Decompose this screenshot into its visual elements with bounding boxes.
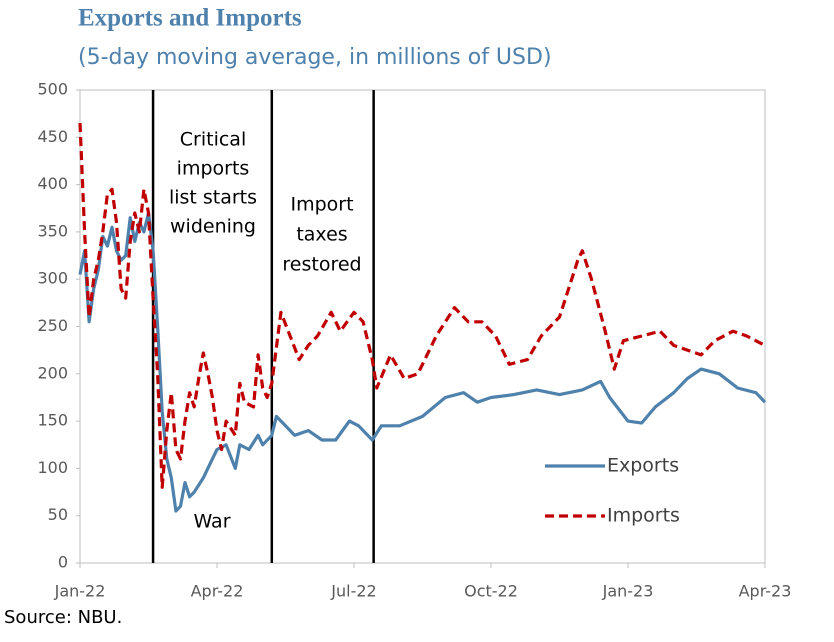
annotation: widening <box>170 216 256 238</box>
legend-label: Exports <box>607 455 679 477</box>
annotation: taxes <box>296 224 347 246</box>
y-tick-label: 450 <box>37 127 68 146</box>
annotation: imports <box>177 158 250 180</box>
legend-label: Imports <box>607 505 680 527</box>
source: Source: NBU. <box>4 607 122 628</box>
y-tick-label: 200 <box>37 363 68 382</box>
y-tick-label: 100 <box>37 458 68 477</box>
chart-subtitle: (5-day moving average, in millions of US… <box>78 45 552 70</box>
x-tick-label: Jan-23 <box>602 582 654 601</box>
y-tick-label: 50 <box>48 505 68 524</box>
y-tick-label: 400 <box>37 174 68 193</box>
x-tick-label: Oct-22 <box>464 582 518 601</box>
y-tick-label: 300 <box>37 269 68 288</box>
annotation: list starts <box>169 187 257 209</box>
x-tick-label: Apr-22 <box>191 582 244 601</box>
y-tick-label: 150 <box>37 411 68 430</box>
x-tick-label: Jul-22 <box>330 582 376 601</box>
y-tick-label: 0 <box>58 553 68 572</box>
annotation: Critical <box>180 129 246 151</box>
x-tick-label: Jan-22 <box>54 582 106 601</box>
series-line <box>78 123 766 489</box>
series-line <box>78 211 767 513</box>
annotation: restored <box>282 254 361 276</box>
annotation: Import <box>290 194 353 216</box>
annotation: War <box>193 511 230 533</box>
y-tick-label: 500 <box>37 80 68 99</box>
y-tick-label: 350 <box>37 221 68 240</box>
y-tick-label: 250 <box>37 316 68 335</box>
chart-title: Exports and Imports <box>78 5 302 32</box>
x-tick-label: Apr-23 <box>739 582 792 601</box>
